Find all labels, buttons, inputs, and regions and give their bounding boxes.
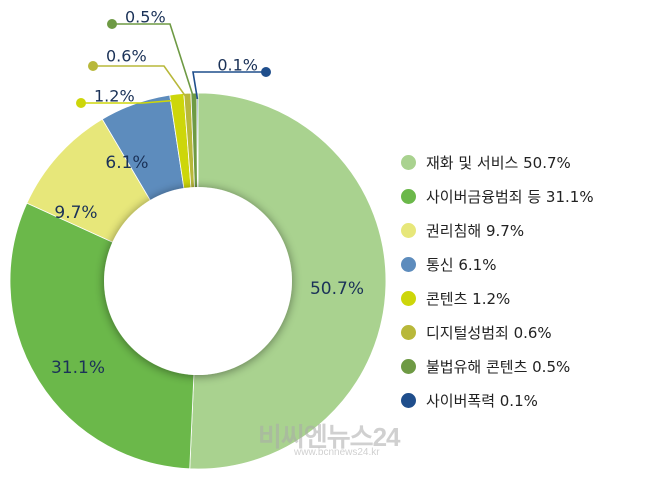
legend-swatch: [401, 188, 416, 204]
legend-item: 사이버폭력 0.1%: [401, 383, 594, 417]
legend-label: 권리침해 9.7%: [426, 221, 525, 240]
value-label-불법유해-콘텐츠: 0.5%: [125, 8, 166, 27]
legend-label: 통신 6.1%: [426, 255, 497, 274]
leader-dot-디지털성범죄: [88, 61, 98, 71]
watermark-url: www.bcnnews24.kr: [294, 447, 380, 458]
legend-item: 통신 6.1%: [401, 247, 594, 281]
leader-dot-콘텐츠: [76, 98, 86, 108]
leader-line-디지털성범죄: [93, 65, 189, 100]
legend-swatch: [401, 154, 416, 170]
donut-hole: [104, 187, 292, 375]
watermark-brand: 비씨엔뉴스24: [258, 422, 401, 452]
value-label-사이버금융범죄-등: 31.1%: [51, 358, 105, 378]
legend-swatch: [401, 222, 416, 238]
value-label-통신: 6.1%: [105, 153, 148, 173]
legend-item: 재화 및 서비스 50.7%: [401, 145, 594, 179]
legend-item: 불법유해 콘텐츠 0.5%: [401, 349, 594, 383]
legend-swatch: [401, 324, 416, 340]
legend-label: 사이버폭력 0.1%: [426, 391, 538, 410]
leader-line-콘텐츠: [81, 99, 178, 104]
leader-dot-사이버폭력: [261, 67, 271, 77]
legend-item: 사이버금융범죄 등 31.1%: [401, 179, 594, 213]
leader-line-사이버폭력: [192, 71, 266, 100]
legend: 재화 및 서비스 50.7% 사이버금융범죄 등 31.1% 권리침해 9.7% 통신…: [401, 145, 594, 417]
legend-label: 디지털성범죄 0.6%: [426, 323, 552, 342]
watermark: 비씨엔뉴스24 www.bcnnews24.kr: [258, 422, 401, 458]
value-label-사이버폭력: 0.1%: [217, 56, 258, 75]
legend-swatch: [401, 256, 416, 272]
legend-item: 디지털성범죄 0.6%: [401, 315, 594, 349]
legend-label: 불법유해 콘텐츠 0.5%: [426, 357, 571, 376]
leader-line-불법유해-콘텐츠: [112, 23, 195, 100]
value-label-재화-및-서비스: 50.7%: [310, 279, 364, 299]
legend-label: 재화 및 서비스 50.7%: [426, 153, 571, 172]
legend-swatch: [401, 358, 416, 374]
legend-swatch: [401, 392, 416, 408]
leader-dot-불법유해-콘텐츠: [107, 19, 117, 29]
legend-swatch: [401, 290, 416, 306]
legend-item: 콘텐츠 1.2%: [401, 281, 594, 315]
value-label-권리침해: 9.7%: [54, 203, 97, 223]
legend-label: 사이버금융범죄 등 31.1%: [426, 187, 594, 206]
legend-label: 콘텐츠 1.2%: [426, 289, 511, 308]
value-label-콘텐츠: 1.2%: [94, 87, 135, 106]
legend-item: 권리침해 9.7%: [401, 213, 594, 247]
value-label-디지털성범죄: 0.6%: [106, 47, 147, 66]
